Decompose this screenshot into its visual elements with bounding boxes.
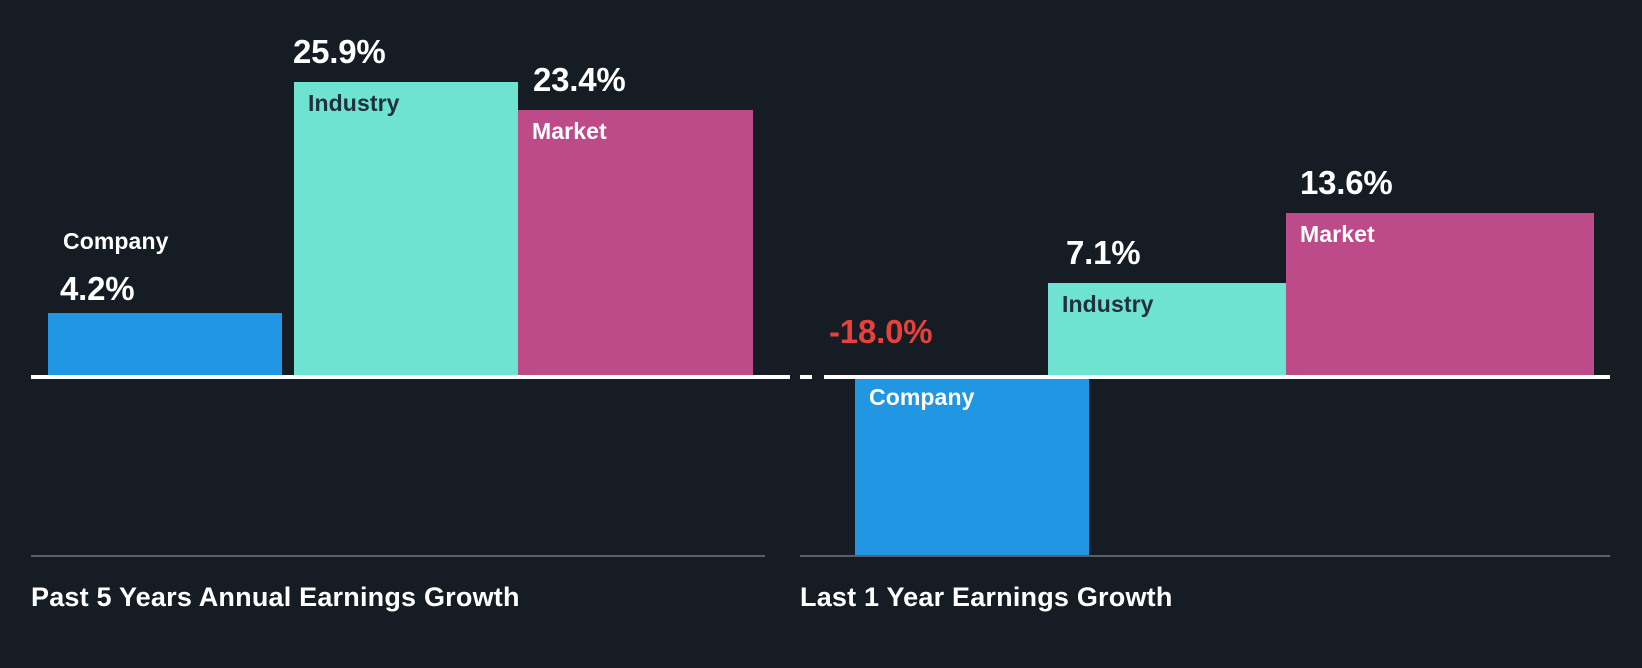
bar-market-left[interactable]: Market	[518, 110, 753, 375]
bar-series-label-company-left: Company	[63, 228, 169, 254]
zero-baseline-right	[824, 375, 1610, 379]
panel-divider-left	[31, 555, 765, 557]
zero-baseline-left	[31, 375, 790, 379]
bar-market-right[interactable]: Market	[1286, 213, 1594, 375]
panel-title-right: Last 1 Year Earnings Growth	[800, 582, 1173, 612]
bar-series-label-industry-left: Industry	[308, 90, 400, 116]
bar-value-label-industry-left: 25.9%	[293, 33, 386, 70]
bar-value-label-company-right: -18.0%	[829, 313, 933, 350]
zero-axis-tick-right	[800, 375, 812, 379]
bar-company-left[interactable]	[48, 313, 282, 375]
panel-past-5-years: Company 4.2% 25.9% Industry 23.4% Market…	[0, 0, 790, 668]
panel-last-1-year: -18.0% Company 7.1% Industry 13.6% Marke…	[800, 0, 1642, 668]
plot-area-right: -18.0% Company 7.1% Industry 13.6% Marke…	[800, 0, 1642, 555]
bar-series-label-market-left: Market	[532, 118, 607, 144]
bar-industry-right[interactable]: Industry	[1048, 283, 1286, 375]
bar-company-right[interactable]: Company	[855, 376, 1089, 555]
panel-title-left: Past 5 Years Annual Earnings Growth	[31, 582, 520, 612]
bar-series-label-market-right: Market	[1300, 221, 1375, 247]
bar-industry-left[interactable]: Industry	[294, 82, 518, 375]
bar-series-label-industry-right: Industry	[1062, 291, 1154, 317]
bar-value-label-market-right: 13.6%	[1300, 164, 1393, 201]
bar-series-label-company-right: Company	[869, 384, 975, 410]
bar-value-label-company-left: 4.2%	[60, 270, 135, 307]
bar-value-label-industry-right: 7.1%	[1066, 234, 1141, 271]
panel-divider-right	[800, 555, 1610, 557]
bar-value-label-market-left: 23.4%	[533, 61, 626, 98]
plot-area-left: Company 4.2% 25.9% Industry 23.4% Market	[0, 0, 790, 555]
